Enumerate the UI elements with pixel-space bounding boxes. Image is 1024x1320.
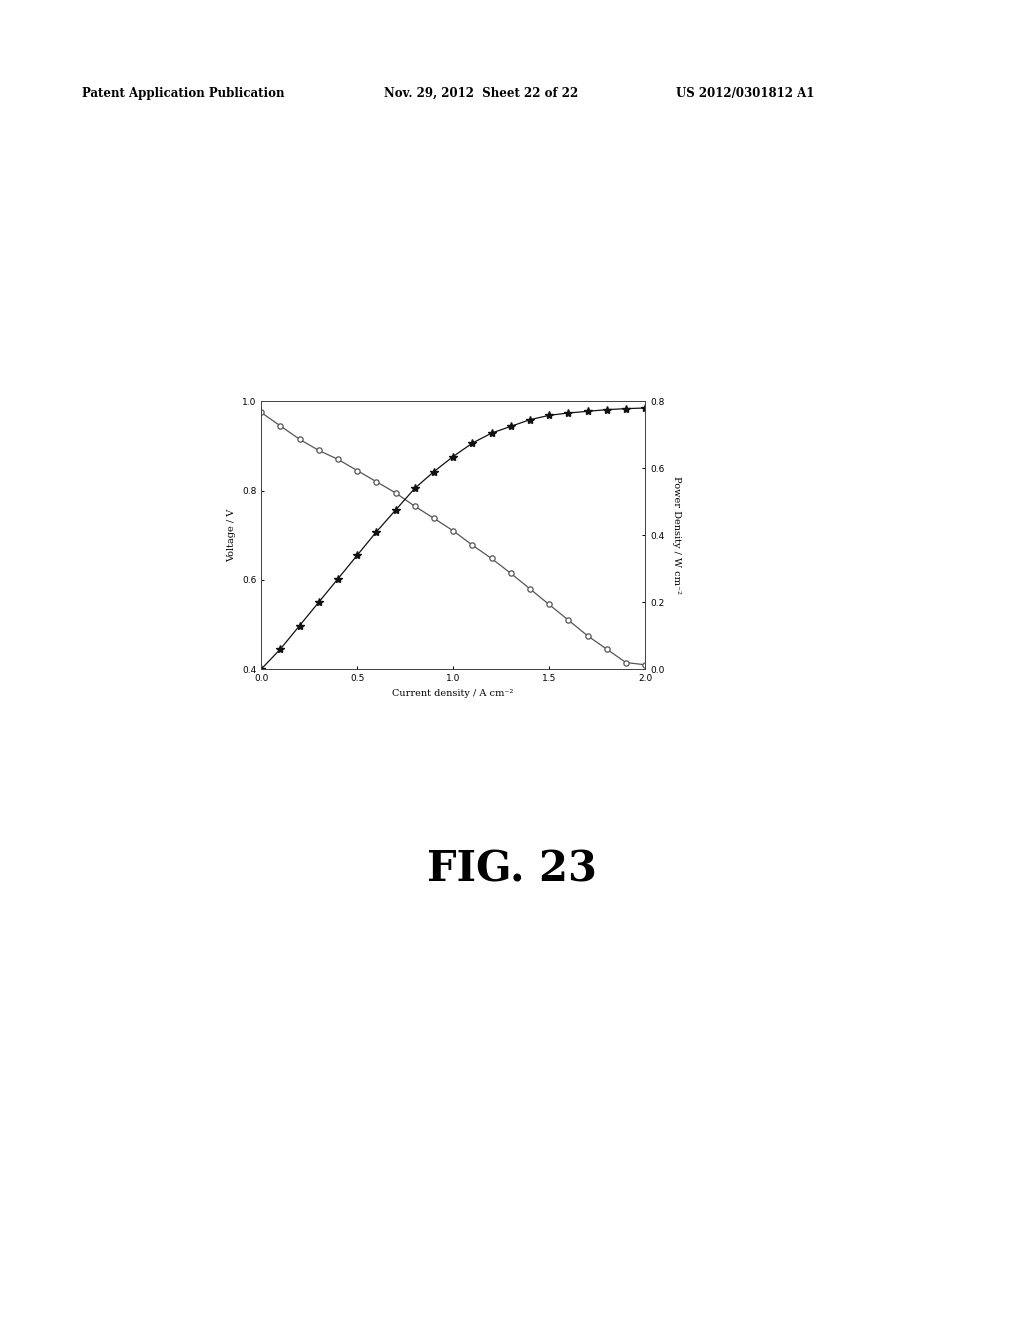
Y-axis label: Power Density / W cm⁻²: Power Density / W cm⁻² <box>672 477 681 594</box>
Y-axis label: Voltage / V: Voltage / V <box>227 508 237 562</box>
Text: US 2012/0301812 A1: US 2012/0301812 A1 <box>676 87 814 100</box>
Text: FIG. 23: FIG. 23 <box>427 849 597 891</box>
Text: Patent Application Publication: Patent Application Publication <box>82 87 285 100</box>
X-axis label: Current density / A cm⁻²: Current density / A cm⁻² <box>392 689 514 698</box>
Text: Nov. 29, 2012  Sheet 22 of 22: Nov. 29, 2012 Sheet 22 of 22 <box>384 87 579 100</box>
